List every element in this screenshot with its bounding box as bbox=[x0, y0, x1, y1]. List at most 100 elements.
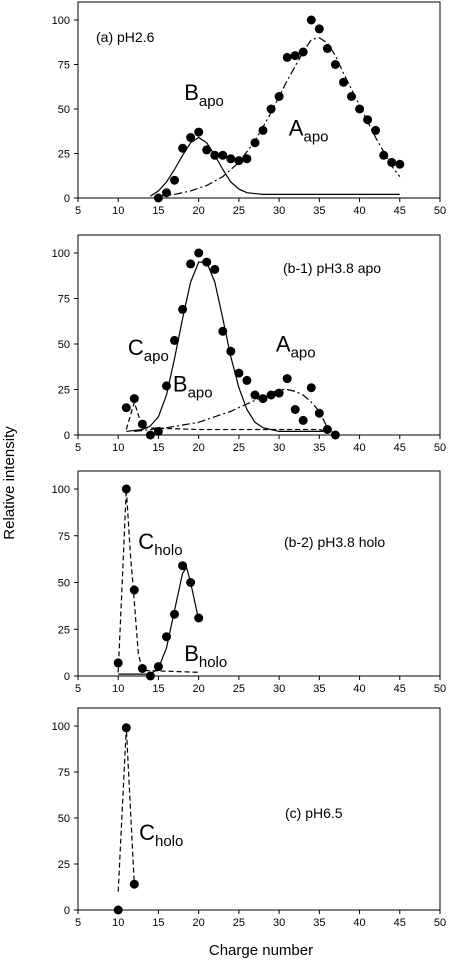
data-point bbox=[290, 51, 300, 61]
x-tick-label: 30 bbox=[273, 205, 285, 217]
x-tick-label: 25 bbox=[233, 683, 245, 695]
x-tick-label: 5 bbox=[75, 683, 81, 695]
y-tick-label: 0 bbox=[64, 905, 70, 917]
x-tick-label: 50 bbox=[434, 205, 446, 217]
x-tick-label: 20 bbox=[193, 442, 205, 454]
data-point bbox=[113, 905, 123, 915]
peak-label: Bapo bbox=[173, 371, 213, 401]
data-point bbox=[210, 150, 220, 160]
y-tick-label: 25 bbox=[58, 149, 70, 161]
panel-label: (b-2) pH3.8 holo bbox=[284, 534, 385, 550]
peak-label-main: C bbox=[138, 529, 154, 554]
panel-4: 5 10 15 20 25 30 35 40 45 50 0 25 50 75 100 (c) pH6.5 Ch… bbox=[52, 707, 446, 929]
peak-label-main: B bbox=[184, 80, 199, 105]
data-point bbox=[170, 335, 179, 345]
x-tick-label: 45 bbox=[394, 442, 406, 454]
x-tick-label: 35 bbox=[313, 917, 325, 929]
peak-label-sub: apo bbox=[199, 93, 224, 110]
data-point bbox=[129, 394, 139, 404]
peak-label: Cholo bbox=[138, 529, 182, 559]
data-point bbox=[282, 374, 292, 384]
x-tick-label: 35 bbox=[313, 205, 325, 217]
data-point bbox=[330, 430, 340, 440]
x-tick-label: 45 bbox=[394, 683, 406, 695]
x-tick-label: 40 bbox=[353, 917, 365, 929]
peak-label-sub: holo bbox=[155, 833, 183, 850]
data-point bbox=[242, 154, 252, 164]
y-tick-label: 0 bbox=[64, 193, 70, 205]
data-point bbox=[202, 257, 212, 267]
x-axis-title: Charge number bbox=[209, 942, 313, 959]
data-point bbox=[306, 15, 316, 25]
y-tick-label: 25 bbox=[58, 624, 70, 636]
data-point bbox=[258, 394, 268, 404]
x-tick-label: 20 bbox=[193, 683, 205, 695]
panel-label: (b-1) pH3.8 apo bbox=[283, 260, 381, 276]
y-tick-label: 75 bbox=[58, 60, 70, 72]
x-tick-label: 50 bbox=[434, 917, 446, 929]
data-point bbox=[355, 104, 365, 114]
peak-label-main: C bbox=[128, 335, 144, 360]
x-tick-label: 45 bbox=[394, 917, 406, 929]
x-tick-label: 30 bbox=[273, 442, 285, 454]
x-tick-label: 10 bbox=[112, 442, 124, 454]
data-point bbox=[322, 425, 332, 434]
peak-label-main: A bbox=[276, 331, 291, 356]
y-tick-label: 100 bbox=[52, 484, 70, 496]
x-tick-label: 50 bbox=[434, 442, 446, 454]
x-tick-label: 25 bbox=[233, 442, 245, 454]
plot-frame bbox=[77, 470, 441, 677]
data-point bbox=[210, 264, 220, 274]
data-point bbox=[387, 157, 397, 167]
data-point bbox=[186, 578, 196, 587]
y-tick-label: 75 bbox=[58, 294, 70, 306]
x-tick-label: 35 bbox=[313, 442, 325, 454]
x-tick-label: 40 bbox=[353, 205, 365, 217]
fit-curve-dashed bbox=[117, 727, 135, 892]
data-point bbox=[218, 150, 228, 160]
data-point bbox=[121, 723, 131, 733]
data-point bbox=[162, 188, 171, 198]
peak-label: Cholo bbox=[139, 820, 183, 850]
y-tick-label: 75 bbox=[58, 767, 70, 779]
data-point bbox=[314, 408, 324, 418]
data-point bbox=[137, 419, 147, 429]
x-tick-label: 30 bbox=[273, 683, 285, 695]
data-point bbox=[274, 92, 284, 101]
data-point bbox=[266, 104, 276, 114]
panel-label: (a) pH2.6 bbox=[96, 29, 155, 45]
data-point bbox=[379, 150, 389, 160]
y-tick-label: 0 bbox=[64, 671, 70, 683]
y-tick-label: 0 bbox=[64, 430, 70, 442]
peak-label-main: B bbox=[184, 641, 199, 666]
fit-curve-dashdot bbox=[158, 37, 401, 197]
data-point bbox=[306, 383, 316, 393]
peak-label: Aapo bbox=[276, 331, 316, 361]
plot-frame bbox=[77, 234, 441, 436]
data-point bbox=[371, 125, 381, 135]
panel-label: (c) pH6.5 bbox=[285, 805, 343, 821]
y-tick-label: 75 bbox=[58, 531, 70, 543]
peak-label-main: C bbox=[139, 820, 155, 845]
peak-label: Aapo bbox=[289, 116, 329, 146]
data-point bbox=[145, 430, 155, 440]
peak-label-sub: apo bbox=[303, 129, 328, 146]
y-tick-label: 50 bbox=[58, 813, 70, 825]
data-point bbox=[234, 368, 244, 378]
data-point bbox=[298, 415, 308, 425]
plot-frame bbox=[77, 1, 441, 199]
x-tick-label: 25 bbox=[233, 917, 245, 929]
data-point bbox=[339, 77, 348, 87]
data-point bbox=[314, 24, 324, 34]
data-point bbox=[274, 388, 284, 398]
data-point bbox=[153, 193, 163, 203]
peak-label: Bholo bbox=[184, 641, 227, 671]
data-point bbox=[121, 403, 131, 413]
data-point bbox=[194, 248, 204, 258]
x-tick-label: 40 bbox=[353, 442, 365, 454]
data-point bbox=[129, 879, 139, 889]
x-tick-label: 20 bbox=[193, 205, 205, 217]
y-tick-label: 100 bbox=[52, 721, 70, 733]
x-tick-label: 5 bbox=[75, 917, 81, 929]
